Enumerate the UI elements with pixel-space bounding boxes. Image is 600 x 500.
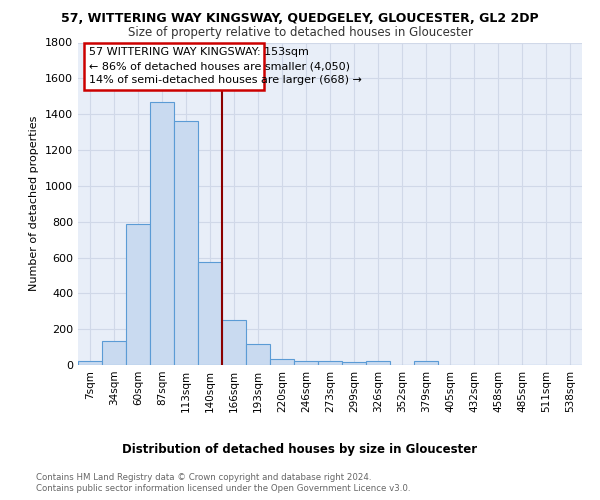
Bar [318, 362, 342, 365]
Text: Distribution of detached houses by size in Gloucester: Distribution of detached houses by size … [122, 442, 478, 456]
Bar [270, 358, 294, 365]
Bar [102, 341, 126, 365]
Bar [294, 360, 318, 365]
Bar [222, 320, 246, 365]
Bar [246, 344, 270, 365]
Text: Contains public sector information licensed under the Open Government Licence v3: Contains public sector information licen… [36, 484, 410, 493]
FancyBboxPatch shape [84, 44, 264, 90]
Text: ← 86% of detached houses are smaller (4,050): ← 86% of detached houses are smaller (4,… [89, 62, 350, 72]
Bar [366, 362, 390, 365]
Bar [414, 362, 438, 365]
Bar [198, 262, 222, 365]
Text: 57, WITTERING WAY KINGSWAY, QUEDGELEY, GLOUCESTER, GL2 2DP: 57, WITTERING WAY KINGSWAY, QUEDGELEY, G… [61, 12, 539, 26]
Y-axis label: Number of detached properties: Number of detached properties [29, 116, 40, 292]
Bar [126, 224, 150, 365]
Text: 14% of semi-detached houses are larger (668) →: 14% of semi-detached houses are larger (… [89, 74, 362, 85]
Bar [78, 362, 102, 365]
Text: Contains HM Land Registry data © Crown copyright and database right 2024.: Contains HM Land Registry data © Crown c… [36, 472, 371, 482]
Text: Size of property relative to detached houses in Gloucester: Size of property relative to detached ho… [128, 26, 473, 39]
Text: 57 WITTERING WAY KINGSWAY: 153sqm: 57 WITTERING WAY KINGSWAY: 153sqm [89, 47, 308, 57]
Bar [342, 362, 366, 365]
Bar [174, 122, 198, 365]
Bar [150, 102, 174, 365]
